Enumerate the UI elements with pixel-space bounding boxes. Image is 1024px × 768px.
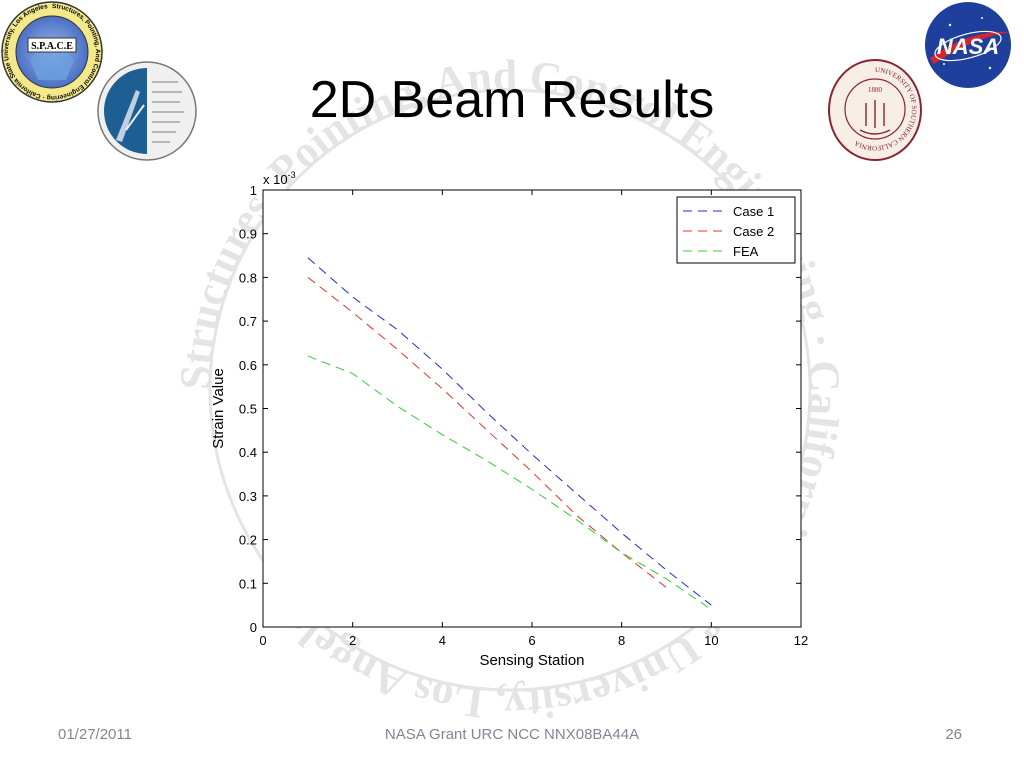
x-tick-label: 0 [259, 633, 266, 648]
y-tick-label: 0 [250, 620, 257, 635]
usc-seal-year: 1880 [868, 86, 883, 94]
legend: Case 1 Case 2 FEA [676, 196, 796, 264]
footer-date: 01/27/2011 [58, 726, 132, 743]
footer-page-number: 26 [945, 726, 962, 743]
nasa-logo: NASA [925, 2, 1011, 88]
x-tick-label: 8 [618, 633, 625, 648]
y-tick-label: 0.1 [239, 576, 257, 591]
nasa-logo-label: NASA [937, 34, 999, 59]
axis-ticks: 0 2 4 6 8 10 12 0 0.1 0.2 0.3 0.4 0.5 0.6 0.7 0.8 0.9 1 [239, 183, 808, 648]
x-tick-label: 4 [439, 633, 446, 648]
strain-chart: 0 2 4 6 8 10 12 0 0.1 0.2 0.3 0.4 0.5 0.6 0.7 0.8 0.9 1 S… [200, 165, 820, 675]
y-tick-label: 1 [250, 183, 257, 198]
y-tick-label: 0.7 [239, 314, 257, 329]
x-axis-label: Sensing Station [479, 652, 584, 669]
y-tick-label: 0.2 [239, 533, 257, 548]
usc-seal: UNIVERSITY OF SOUTHERN CALIFORNIA 1880 [828, 59, 922, 161]
x-tick-label: 10 [704, 633, 718, 648]
series-line-case-2 [307, 277, 667, 589]
y-axis-label: Strain Value [210, 368, 227, 449]
legend-label: FEA [733, 244, 759, 259]
series-lines [307, 257, 712, 610]
legend-box [676, 196, 796, 264]
y-tick-label: 0.9 [239, 227, 257, 242]
space-logo-label: S.P.A.C.E [31, 41, 73, 52]
equations-logo [97, 61, 197, 161]
legend-label: Case 2 [733, 224, 774, 239]
y-tick-label: 0.5 [239, 402, 257, 417]
x-tick-label: 2 [349, 633, 356, 648]
y-multiplier-label: x 10-3 [263, 170, 296, 187]
y-tick-label: 0.8 [239, 270, 257, 285]
x-tick-label: 6 [528, 633, 535, 648]
y-tick-label: 0.3 [239, 489, 257, 504]
slide-title: 2D Beam Results [309, 71, 715, 129]
strain-chart-svg: 0 2 4 6 8 10 12 0 0.1 0.2 0.3 0.4 0.5 0.6 0.7 0.8 0.9 1 S… [210, 170, 808, 669]
y-tick-label: 0.4 [239, 445, 257, 460]
legend-label: Case 1 [733, 204, 774, 219]
x-tick-label: 12 [794, 633, 808, 648]
series-line-fea [307, 355, 712, 610]
y-tick-label: 0.6 [239, 358, 257, 373]
space-logo: S.P.A.C.E Structures, Pointing, And Cont… [1, 1, 103, 103]
footer-grant: NASA Grant URC NCC NNX08BA44A [384, 726, 640, 743]
